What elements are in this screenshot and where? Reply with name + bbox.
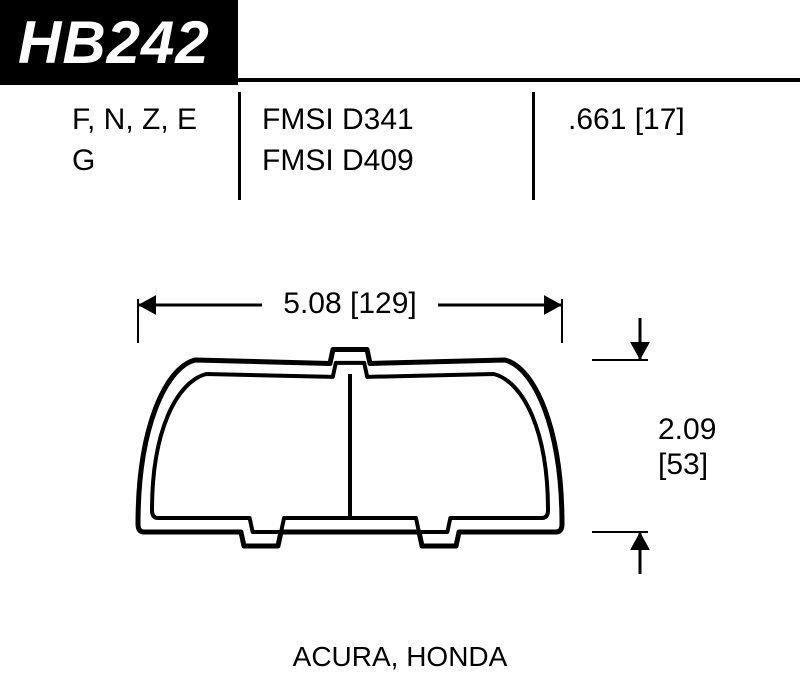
brake-pad-diagram: [0, 0, 800, 691]
height-dimension-label: 2.09 [53]: [658, 413, 716, 482]
dim-inches: 5.08: [283, 287, 341, 320]
height-dimension: [592, 318, 650, 574]
dim-inches: 2.09: [658, 413, 716, 448]
width-dimension-label: 5.08 [129]: [262, 287, 438, 321]
dim-mm: [53]: [658, 448, 716, 483]
brake-pad-outline: [138, 349, 562, 546]
vehicle-makes: ACURA, HONDA: [0, 641, 800, 673]
vehicle-makes-text: ACURA, HONDA: [293, 641, 508, 672]
dim-mm: [129]: [350, 287, 417, 320]
